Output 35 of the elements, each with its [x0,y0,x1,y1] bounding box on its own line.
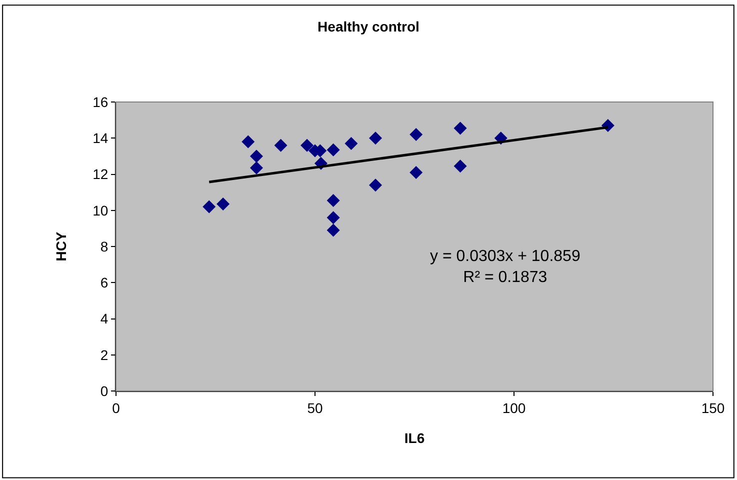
chart-title: Healthy control [318,18,420,34]
annotation: y = 0.0303x + 10.859 R² = 0.1873 [430,248,580,286]
x-axis-title: IL6 [404,430,425,446]
y-tick-label: 8 [100,238,108,254]
y-tick-label: 6 [100,274,108,291]
point [326,211,340,224]
point [326,143,340,156]
point [410,128,423,142]
point [242,135,255,148]
point [344,137,358,150]
y-axis-title: HCY [53,231,70,262]
point [216,198,230,211]
point [250,150,263,163]
y-tick-label: 16 [92,94,108,110]
point [274,138,288,152]
x-tick-label: 50 [307,400,323,416]
y-tick-label: 14 [92,130,108,146]
y-tick-label: 12 [92,166,108,182]
y-tick-label: 2 [100,346,108,363]
point [410,166,423,179]
point [454,122,467,135]
point [250,161,263,174]
point [369,132,382,145]
point [454,160,467,173]
point [326,194,340,207]
point [202,200,216,214]
y-tick-label: 4 [100,310,108,327]
point [369,178,382,192]
x-tick-label: 100 [502,400,526,416]
y-tick-label: 10 [92,202,108,218]
x-tick-label: 0 [112,400,120,416]
x-tick-label: 150 [701,400,725,416]
y-tick-label: 0 [100,382,108,399]
point [300,138,314,152]
point [326,224,340,237]
